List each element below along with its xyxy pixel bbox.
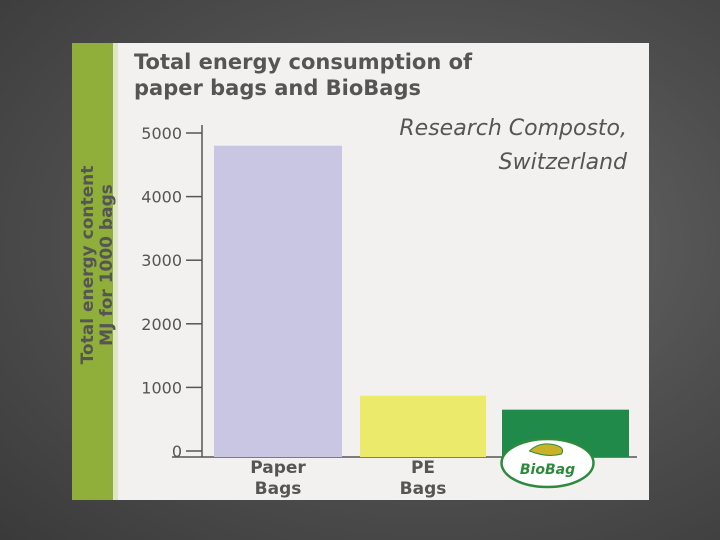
bars	[214, 145, 629, 457]
y-tick-label: 1000	[141, 378, 182, 397]
y-axis-label-line1: Total energy content	[78, 166, 98, 365]
y-axis-label-line2: MJ for 1000 bags	[97, 184, 117, 346]
y-ticks: 0 1000 2000 3000 4000 5000	[141, 124, 202, 461]
logo-leaf-icon	[528, 443, 564, 456]
logo-badge	[500, 437, 595, 489]
category-label-line1: Paper	[250, 458, 306, 478]
left-stripe	[72, 43, 118, 500]
y-tick-label: 5000	[141, 124, 182, 143]
category-label-line1: PE	[411, 458, 435, 478]
category-label-line2: Bags	[400, 479, 447, 499]
y-tick-label: 2000	[141, 315, 182, 334]
chart: Total energy consumption of paper bags a…	[72, 43, 649, 500]
chart-title-line2: paper bags and BioBags	[134, 76, 421, 100]
biobag-logo: BioBag	[500, 437, 595, 489]
chart-credit-line2: Switzerland	[499, 150, 628, 175]
logo-label: BioBag	[520, 462, 575, 478]
y-tick-label: 4000	[141, 188, 182, 207]
stripe-edge	[113, 43, 118, 500]
chart-credit-line1: Research Composto,	[399, 116, 627, 141]
y-tick-label: 0	[172, 442, 182, 461]
bar	[214, 145, 342, 457]
chart-title-line1: Total energy consumption of	[134, 50, 473, 74]
category-label-line2: Bags	[255, 479, 302, 499]
bar	[360, 395, 486, 457]
y-tick-label: 3000	[141, 251, 182, 270]
